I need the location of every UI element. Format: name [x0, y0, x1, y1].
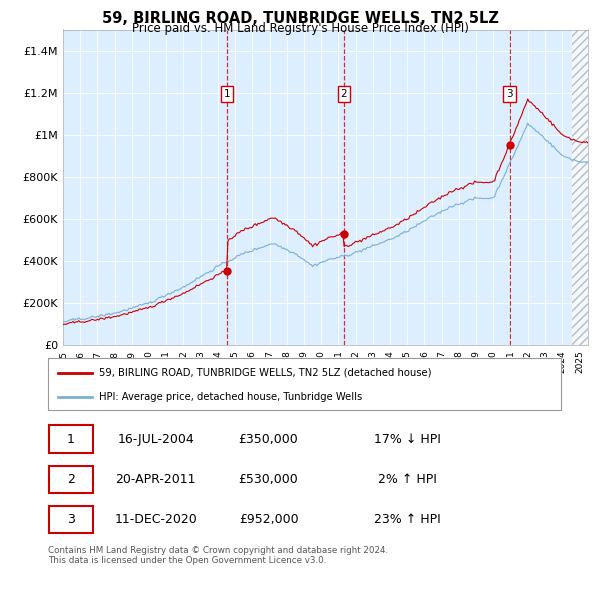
Text: 16-JUL-2004: 16-JUL-2004 — [118, 432, 194, 445]
Text: Contains HM Land Registry data © Crown copyright and database right 2024.
This d: Contains HM Land Registry data © Crown c… — [48, 546, 388, 565]
Text: 2: 2 — [67, 473, 75, 486]
Text: 11-DEC-2020: 11-DEC-2020 — [115, 513, 197, 526]
Text: HPI: Average price, detached house, Tunbridge Wells: HPI: Average price, detached house, Tunb… — [100, 392, 362, 402]
Text: 2: 2 — [340, 88, 347, 99]
FancyBboxPatch shape — [49, 506, 93, 533]
Text: 1: 1 — [224, 88, 230, 99]
Text: Price paid vs. HM Land Registry's House Price Index (HPI): Price paid vs. HM Land Registry's House … — [131, 22, 469, 35]
Text: 2% ↑ HPI: 2% ↑ HPI — [377, 473, 437, 486]
Text: £350,000: £350,000 — [239, 432, 298, 445]
Text: 59, BIRLING ROAD, TUNBRIDGE WELLS, TN2 5LZ: 59, BIRLING ROAD, TUNBRIDGE WELLS, TN2 5… — [101, 11, 499, 25]
Bar — [572, 30, 588, 345]
Text: 17% ↓ HPI: 17% ↓ HPI — [374, 432, 440, 445]
Text: £530,000: £530,000 — [239, 473, 298, 486]
Text: 59, BIRLING ROAD, TUNBRIDGE WELLS, TN2 5LZ (detached house): 59, BIRLING ROAD, TUNBRIDGE WELLS, TN2 5… — [100, 368, 432, 378]
FancyBboxPatch shape — [49, 425, 93, 453]
Text: 1: 1 — [67, 432, 75, 445]
FancyBboxPatch shape — [49, 466, 93, 493]
Text: 3: 3 — [506, 88, 513, 99]
Text: £952,000: £952,000 — [239, 513, 298, 526]
Text: 3: 3 — [67, 513, 75, 526]
Text: 23% ↑ HPI: 23% ↑ HPI — [374, 513, 440, 526]
Text: 20-APR-2011: 20-APR-2011 — [115, 473, 196, 486]
